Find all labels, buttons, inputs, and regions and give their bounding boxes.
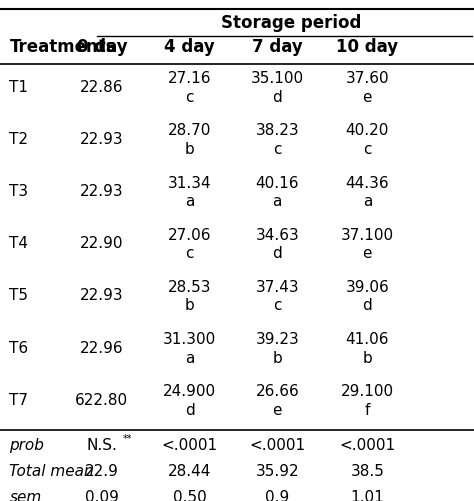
Text: 4 day: 4 day — [164, 38, 215, 56]
Text: 28.44: 28.44 — [168, 464, 211, 479]
Text: 37.100
e: 37.100 e — [341, 227, 394, 261]
Text: 0.09: 0.09 — [85, 490, 119, 501]
Text: Treatments: Treatments — [9, 38, 116, 56]
Text: 1.01: 1.01 — [350, 490, 384, 501]
Text: <.0001: <.0001 — [249, 438, 305, 453]
Text: T1: T1 — [9, 80, 28, 95]
Text: **: ** — [123, 434, 133, 444]
Text: 40.20
c: 40.20 c — [346, 123, 389, 157]
Text: <.0001: <.0001 — [162, 438, 218, 453]
Text: prob: prob — [9, 438, 45, 453]
Text: T3: T3 — [9, 184, 28, 199]
Text: 37.60
e: 37.60 e — [346, 71, 389, 105]
Text: 24.900
d: 24.900 d — [163, 384, 216, 418]
Text: T7: T7 — [9, 393, 28, 408]
Text: T5: T5 — [9, 289, 28, 304]
Text: 38.5: 38.5 — [350, 464, 384, 479]
Text: 39.23
b: 39.23 b — [255, 332, 299, 366]
Text: 22.86: 22.86 — [80, 80, 124, 95]
Text: 37.43
c: 37.43 c — [255, 280, 299, 314]
Text: 622.80: 622.80 — [75, 393, 128, 408]
Text: 0.50: 0.50 — [173, 490, 207, 501]
Text: 22.93: 22.93 — [80, 132, 124, 147]
Text: 28.53
b: 28.53 b — [168, 280, 211, 314]
Text: 35.92: 35.92 — [255, 464, 299, 479]
Text: 44.36
a: 44.36 a — [346, 175, 389, 209]
Text: 41.06
b: 41.06 b — [346, 332, 389, 366]
Text: <.0001: <.0001 — [339, 438, 395, 453]
Text: 29.100
f: 29.100 f — [341, 384, 394, 418]
Text: T2: T2 — [9, 132, 28, 147]
Text: 40.16
a: 40.16 a — [255, 175, 299, 209]
Text: 26.66
e: 26.66 e — [255, 384, 299, 418]
Text: 34.63
d: 34.63 d — [255, 227, 299, 261]
Text: sem: sem — [9, 490, 42, 501]
Text: 22.96: 22.96 — [80, 341, 124, 356]
Text: 27.16
c: 27.16 c — [168, 71, 211, 105]
Text: Storage period: Storage period — [221, 14, 362, 32]
Text: 35.100
d: 35.100 d — [251, 71, 304, 105]
Text: 22.90: 22.90 — [80, 236, 124, 251]
Text: 31.300
a: 31.300 a — [163, 332, 216, 366]
Text: T4: T4 — [9, 236, 28, 251]
Text: 38.23
c: 38.23 c — [255, 123, 299, 157]
Text: 0.9: 0.9 — [265, 490, 290, 501]
Text: Total mean: Total mean — [9, 464, 94, 479]
Text: 39.06
d: 39.06 d — [346, 280, 389, 314]
Text: T6: T6 — [9, 341, 28, 356]
Text: N.S.: N.S. — [86, 438, 118, 453]
Text: 22.9: 22.9 — [85, 464, 119, 479]
Text: 31.34
a: 31.34 a — [168, 175, 211, 209]
Text: 7 day: 7 day — [252, 38, 303, 56]
Text: 10 day: 10 day — [336, 38, 399, 56]
Text: 0 day: 0 day — [77, 38, 127, 56]
Text: 27.06
c: 27.06 c — [168, 227, 211, 261]
Text: 22.93: 22.93 — [80, 289, 124, 304]
Text: 22.93: 22.93 — [80, 184, 124, 199]
Text: 28.70
b: 28.70 b — [168, 123, 211, 157]
